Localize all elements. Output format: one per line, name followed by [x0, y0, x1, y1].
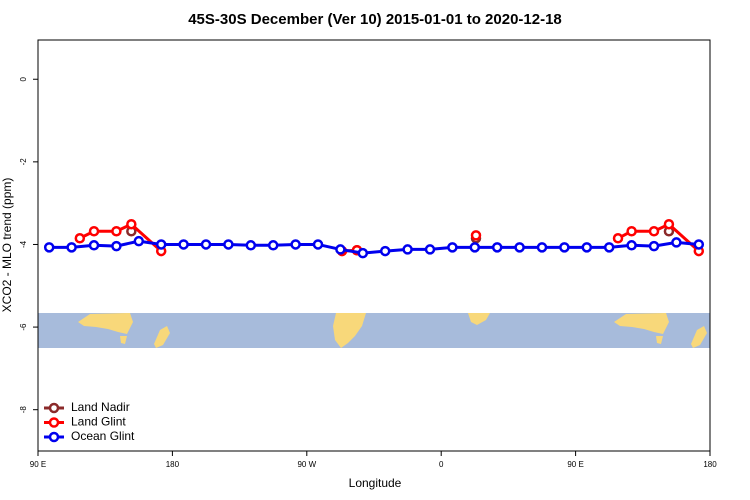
land: [691, 326, 707, 348]
chart-title: 45S-30S December (Ver 10) 2015-01-01 to …: [188, 11, 562, 28]
data-point: [66, 242, 77, 253]
data-point: [470, 230, 482, 241]
data-point: [178, 239, 189, 250]
data-point: [491, 242, 503, 253]
land: [78, 313, 133, 334]
land: [468, 313, 490, 325]
data-point: [514, 242, 525, 253]
y-tick-label: 0: [19, 76, 28, 81]
data-point: [612, 233, 624, 244]
data-point: [290, 239, 301, 250]
legend-label: Ocean Glint: [71, 429, 135, 443]
data-point: [663, 218, 675, 230]
land: [333, 313, 366, 348]
data-point: [424, 244, 436, 255]
data-point: [402, 244, 413, 255]
data-point: [357, 247, 369, 259]
legend-label: Land Glint: [71, 415, 126, 429]
data-point: [111, 240, 122, 252]
data-point: [223, 239, 234, 250]
data-point: [312, 239, 324, 250]
y-axis-label: XCO2 - MLO trend (ppm): [0, 178, 14, 313]
data-point: [536, 242, 548, 253]
data-point: [469, 242, 481, 253]
x-tick-label: 0: [439, 460, 444, 469]
data-point: [603, 242, 615, 253]
y-tick-label: -2: [19, 158, 28, 166]
map-band: [38, 313, 710, 348]
data-point: [200, 239, 212, 250]
data-point: [626, 240, 637, 251]
data-point: [648, 225, 660, 237]
data-point: [648, 240, 660, 252]
data-point: [155, 239, 167, 250]
data-point: [671, 237, 682, 248]
ocean: [38, 313, 710, 348]
data-point: [43, 242, 55, 253]
data-point: [335, 244, 346, 255]
data-point: [559, 242, 570, 253]
y-tick-label: -4: [19, 240, 28, 248]
data-point: [626, 225, 637, 237]
data-point: [133, 235, 145, 247]
legend-marker: [48, 417, 60, 428]
x-tick-label: 90 E: [567, 460, 583, 469]
legend-marker: [48, 431, 60, 443]
series-line: [49, 239, 699, 255]
y-tick-label: -6: [19, 323, 28, 331]
data-point: [88, 240, 100, 251]
plot-frame: [37, 39, 711, 452]
x-tick-label: 180: [703, 460, 717, 469]
x-axis-label: Longitude: [349, 476, 402, 490]
data-point: [581, 242, 593, 253]
legend-marker: [48, 402, 60, 414]
data-point: [126, 218, 137, 230]
data-point: [88, 225, 100, 237]
data-point: [447, 242, 458, 253]
land: [656, 336, 663, 344]
data-point: [379, 245, 391, 257]
data-point: [267, 240, 279, 251]
data-point: [111, 225, 122, 237]
data-point: [74, 233, 86, 244]
land: [154, 326, 170, 348]
x-tick-label: 90 W: [297, 460, 316, 469]
x-tick-label: 180: [166, 460, 180, 469]
x-tick-label: 90 E: [30, 460, 46, 469]
data-point: [693, 239, 705, 250]
legend-label: Land Nadir: [71, 400, 130, 414]
land: [614, 313, 669, 334]
y-tick-label: -8: [19, 406, 28, 414]
land: [120, 336, 127, 344]
data-point: [245, 240, 257, 251]
